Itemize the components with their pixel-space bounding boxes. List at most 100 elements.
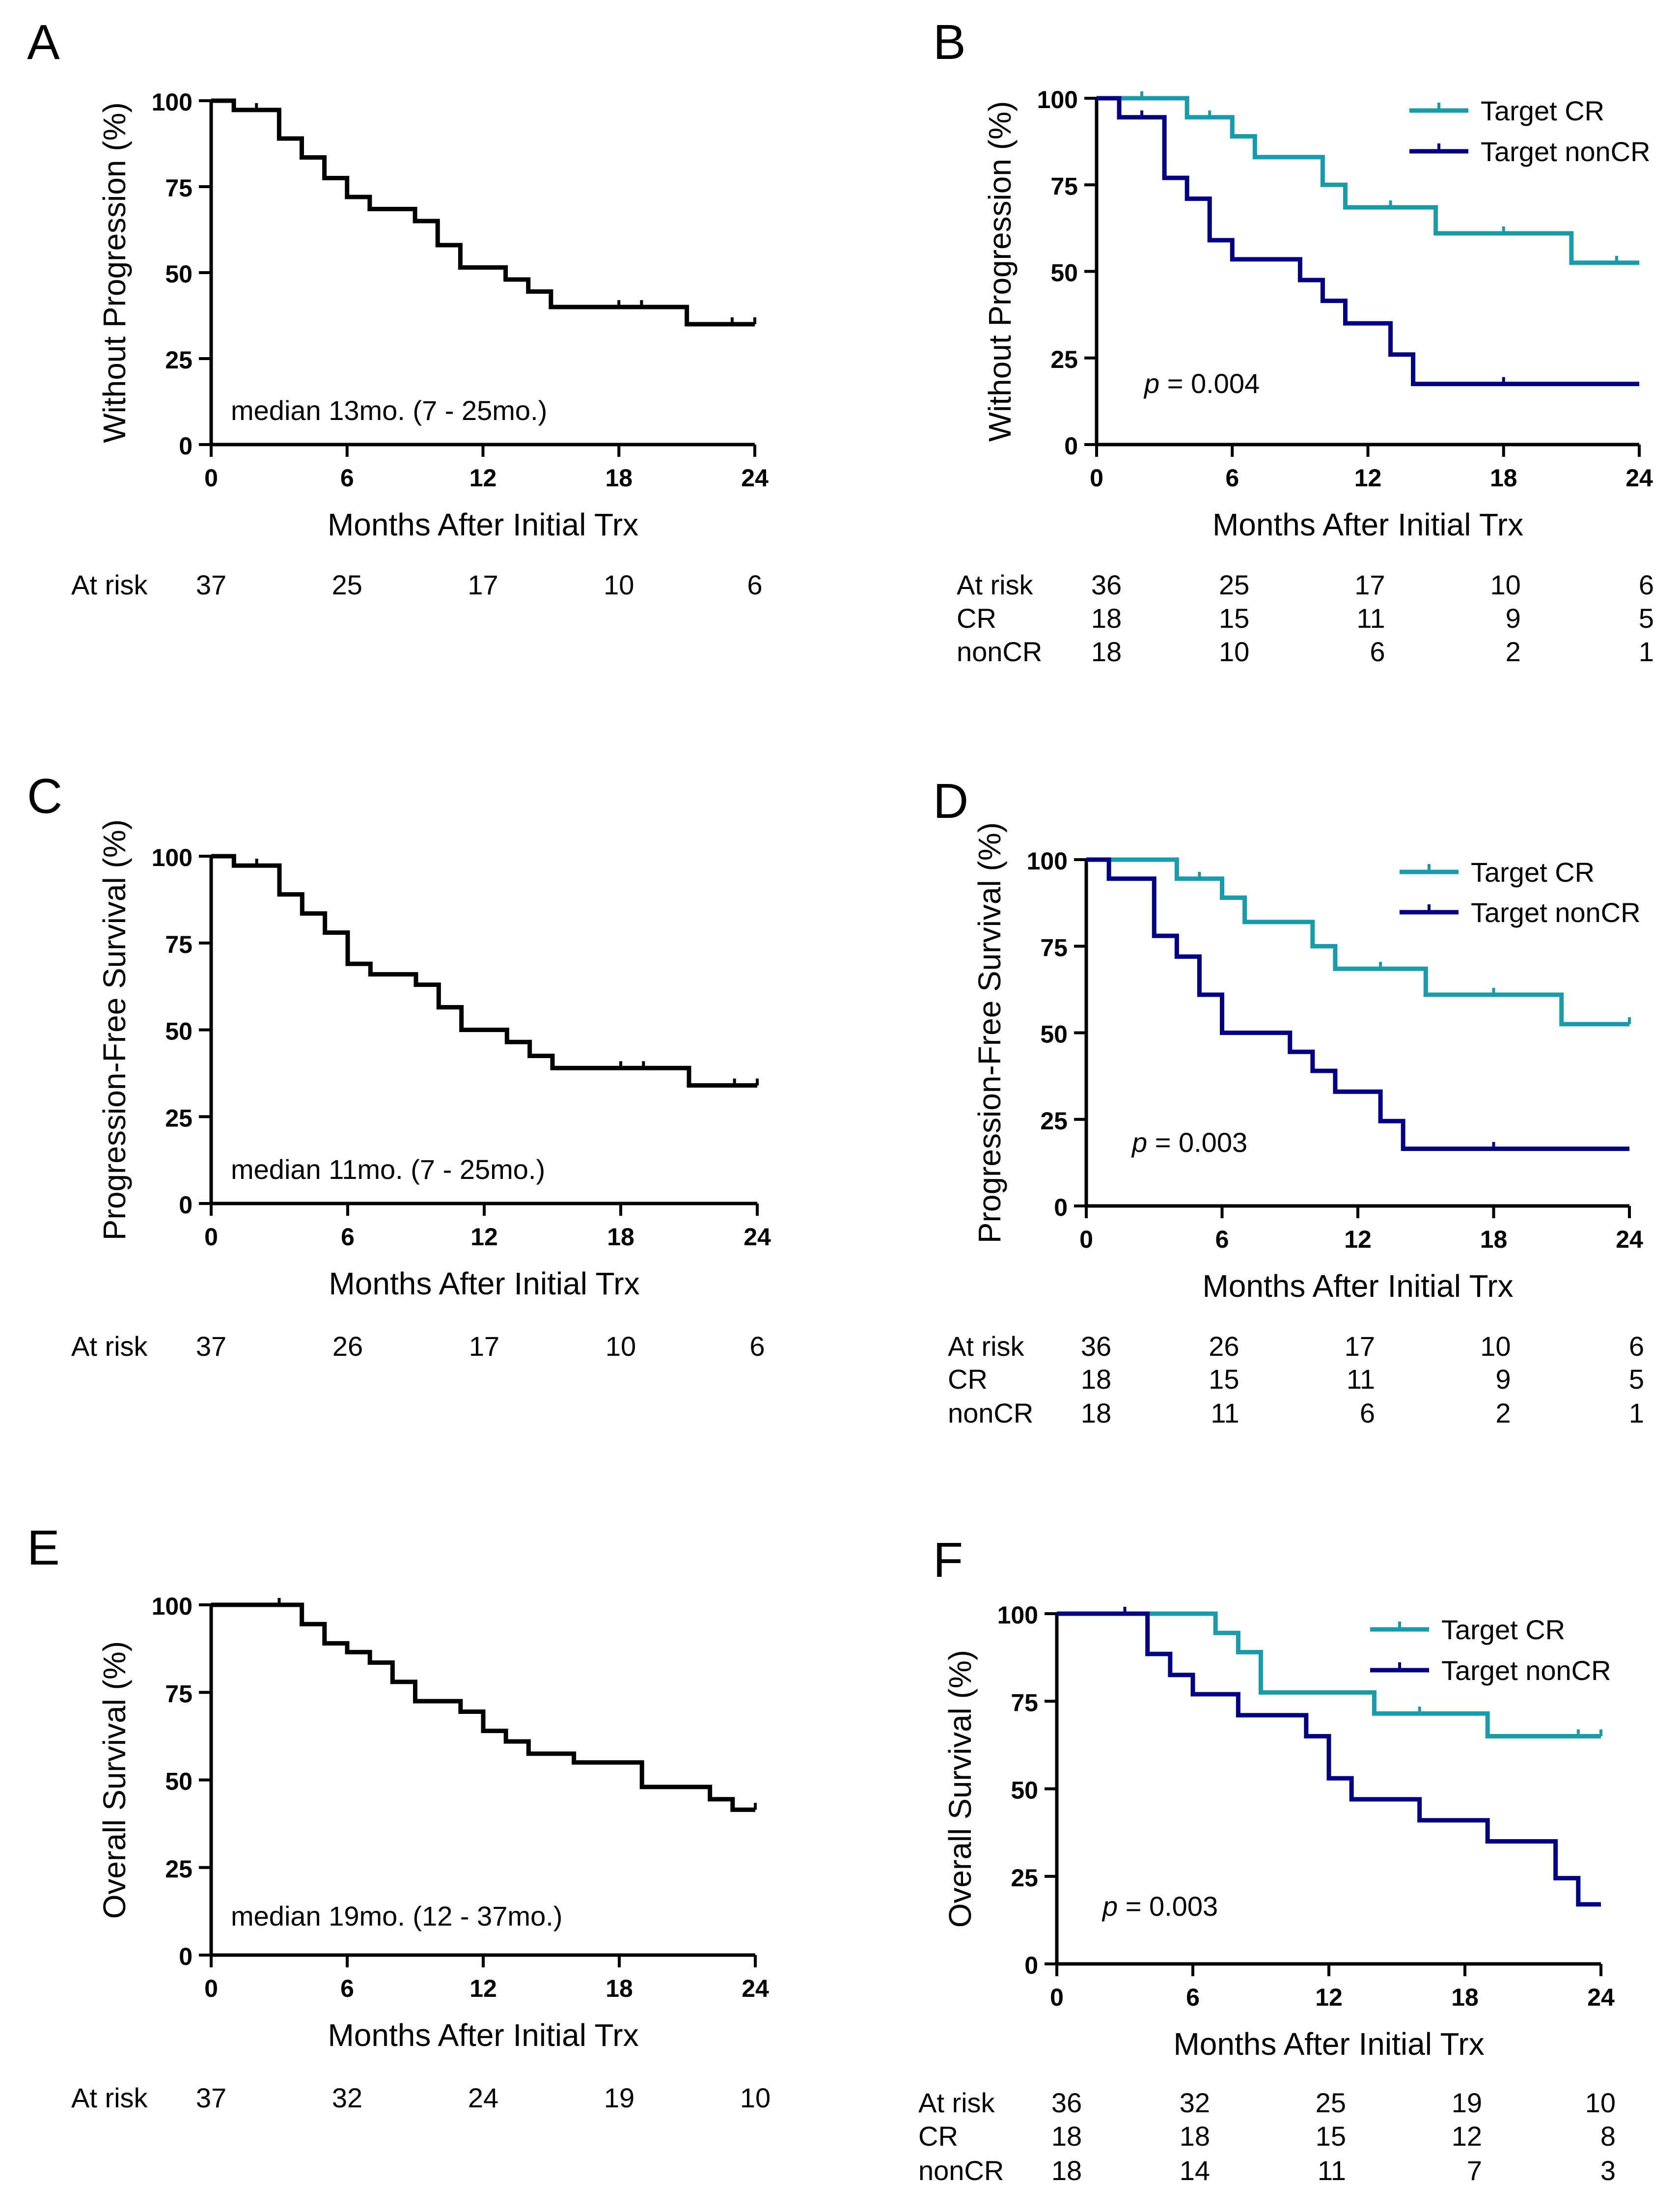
p-value-annotation: p = 0.004 <box>1143 368 1260 399</box>
risk-value: 6 <box>1370 636 1385 667</box>
y-axis-label: Overall Survival (%) <box>97 1641 132 1919</box>
x-tick-label: 6 <box>1225 464 1239 492</box>
risk-value: 36 <box>1051 2087 1082 2118</box>
x-tick-label: 6 <box>1215 1226 1229 1253</box>
p-symbol: p <box>1143 368 1159 399</box>
x-tick-label: 18 <box>1480 1226 1508 1253</box>
x-tick-label: 12 <box>1344 1226 1372 1253</box>
y-tick-label: 50 <box>165 1018 193 1045</box>
x-tick-label: 0 <box>204 464 218 492</box>
y-axis-label: Without Progression (%) <box>982 101 1018 442</box>
risk-value: 10 <box>604 569 634 600</box>
legend-label: Target nonCR <box>1441 1655 1611 1686</box>
x-tick-label: 24 <box>741 464 769 492</box>
risk-row-label: CR <box>957 603 996 634</box>
x-tick-label: 18 <box>607 1223 634 1251</box>
y-tick-label: 50 <box>165 1768 193 1795</box>
risk-value: 25 <box>1219 569 1249 600</box>
risk-value: 7 <box>1467 2155 1482 2186</box>
risk-value: 10 <box>1480 1331 1511 1362</box>
risk-value: 17 <box>1354 569 1385 600</box>
risk-value: 26 <box>332 1331 363 1362</box>
risk-value: 11 <box>1347 1364 1375 1395</box>
y-tick-label: 25 <box>165 1104 193 1132</box>
risk-value: 6 <box>747 569 762 600</box>
y-tick-label: 50 <box>1050 259 1078 287</box>
risk-value: 10 <box>1490 569 1520 600</box>
risk-value: 6 <box>1639 569 1654 600</box>
risk-value: 25 <box>332 569 362 600</box>
risk-value: 37 <box>196 569 226 600</box>
risk-value: 8 <box>1600 2121 1616 2152</box>
y-tick-label: 100 <box>152 88 193 116</box>
series-line-1 <box>211 1602 755 1812</box>
p-symbol: p <box>1131 1127 1147 1158</box>
p-value: = 0.003 <box>1118 1891 1218 1922</box>
risk-row-label: At risk <box>957 569 1034 600</box>
p-value: = 0.004 <box>1159 368 1260 399</box>
x-tick-label: 18 <box>606 1975 633 2002</box>
risk-value: 11 <box>1356 603 1385 634</box>
risk-value: 37 <box>196 2082 226 2113</box>
legend-label: Target nonCR <box>1481 136 1651 167</box>
risk-row-label: nonCR <box>948 1398 1033 1428</box>
x-tick-label: 12 <box>1354 464 1382 492</box>
y-tick-label: 25 <box>1011 1864 1038 1892</box>
risk-value: 11 <box>1318 2155 1346 2186</box>
risk-value: 10 <box>1585 2087 1616 2118</box>
x-tick-label: 6 <box>1186 1984 1200 2011</box>
risk-value: 37 <box>196 1331 226 1362</box>
panel-a: A 0 25 50 75 100 0 6 12 18 24 Months After Initial … <box>27 15 769 600</box>
legend-label: Target CR <box>1481 95 1604 126</box>
p-symbol: p <box>1102 1891 1118 1922</box>
risk-value: 6 <box>1629 1331 1644 1362</box>
x-tick-label: 12 <box>1315 1984 1343 2011</box>
risk-value: 32 <box>332 2082 362 2113</box>
x-axis-label: Months After Initial Trx <box>1212 507 1523 542</box>
y-tick-label: 75 <box>1050 172 1078 200</box>
risk-value: 10 <box>740 2082 771 2113</box>
risk-value: 24 <box>468 2082 498 2113</box>
risk-value: 2 <box>1495 1398 1511 1428</box>
y-tick-label: 25 <box>165 1855 193 1883</box>
y-tick-label: 75 <box>165 1680 193 1707</box>
y-tick-label: 50 <box>165 260 193 288</box>
risk-row-label: At risk <box>918 2087 995 2118</box>
risk-value: 18 <box>1081 1364 1111 1395</box>
x-axis-label: Months After Initial Trx <box>1173 2026 1484 2062</box>
y-tick-label: 100 <box>1027 847 1068 875</box>
x-tick-label: 6 <box>341 1223 355 1251</box>
p-value-annotation: p = 0.003 <box>1102 1891 1218 1922</box>
panel-letter: C <box>27 769 62 824</box>
risk-row-label: At risk <box>71 1331 148 1362</box>
risk-value: 1 <box>1629 1398 1644 1428</box>
y-axis-label: Progression-Free Survival (%) <box>972 822 1007 1243</box>
panel-letter: E <box>27 1520 60 1575</box>
x-tick-label: 18 <box>1490 464 1517 492</box>
x-tick-label: 0 <box>204 1975 218 2002</box>
risk-value: 18 <box>1081 1398 1111 1428</box>
legend-label: Target CR <box>1441 1614 1565 1645</box>
y-tick-label: 100 <box>997 1601 1038 1629</box>
series-line-1 <box>211 854 757 1088</box>
y-tick-label: 100 <box>1037 86 1078 113</box>
risk-value: 5 <box>1639 603 1654 634</box>
y-axis-label: Overall Survival (%) <box>942 1650 978 1928</box>
series-line-1 <box>211 98 755 327</box>
y-tick-label: 25 <box>1050 346 1078 373</box>
median-annotation: median 19mo. (12 - 37mo.) <box>231 1901 562 1931</box>
y-tick-label: 0 <box>1024 1952 1038 1979</box>
x-axis-label: Months After Initial Trx <box>328 507 638 542</box>
x-tick-label: 6 <box>340 1975 354 2002</box>
x-tick-label: 24 <box>1587 1984 1615 2011</box>
risk-value: 6 <box>1360 1398 1375 1428</box>
risk-value: 18 <box>1051 2121 1082 2152</box>
x-tick-label: 0 <box>1090 464 1103 492</box>
panel-c: C 0 25 50 75 100 0 6 12 18 24 Months After Initial … <box>27 769 771 1362</box>
x-tick-label: 12 <box>469 1975 497 2002</box>
x-tick-label: 0 <box>204 1223 218 1251</box>
p-value-annotation: p = 0.003 <box>1131 1127 1247 1158</box>
panel-letter: D <box>933 774 968 829</box>
